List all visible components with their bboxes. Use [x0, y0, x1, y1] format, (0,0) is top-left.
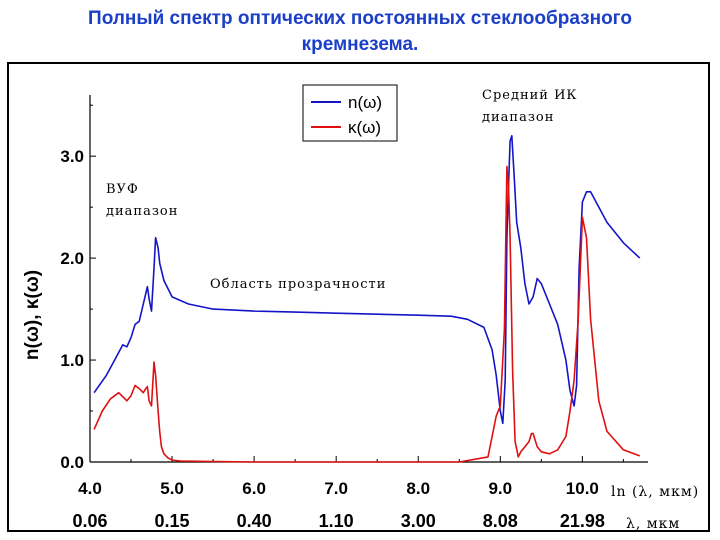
chart-frame	[7, 62, 710, 532]
y-tick-label: 2.0	[60, 249, 84, 268]
x-axis-label-secondary: λ, мкм	[626, 516, 680, 532]
x-tick-label: 8.0	[406, 479, 430, 498]
x-secondary-tick-label: 3.00	[401, 511, 436, 531]
y-tick-label: 1.0	[60, 351, 84, 370]
y-tick-label: 3.0	[60, 147, 84, 166]
annotation-vuv: ВУФ	[106, 182, 139, 197]
x-secondary-tick-label: 0.06	[72, 511, 107, 531]
x-tick-label: 5.0	[160, 479, 184, 498]
x-tick-label: 10.0	[566, 479, 599, 498]
legend: n(ω) κ(ω)	[302, 84, 398, 142]
annotation-vuv-range: диапазон	[106, 204, 178, 219]
x-secondary-tick-label: 0.15	[155, 511, 190, 531]
x-tick-label: 9.0	[488, 479, 512, 498]
x-secondary-tick-label: 21.98	[560, 511, 605, 531]
y-tick-label: 0.0	[60, 453, 84, 472]
y-axis-label: n(ω), κ(ω)	[22, 270, 43, 360]
annotation-mid-ir-range: диапазон	[482, 110, 554, 125]
x-tick-label: 6.0	[242, 479, 266, 498]
x-axis-label-primary: ln (λ, мкм)	[611, 484, 699, 500]
series-k-line	[93, 165, 641, 463]
x-secondary-tick-label: 0.40	[237, 511, 272, 531]
y-tick-labels: 0.0 1.0 2.0 3.0	[60, 147, 84, 472]
annotation-mid-ir: Средний ИК	[482, 88, 578, 103]
x-tick-labels: 4.0 5.0 6.0 7.0 8.0 9.0 10.0	[78, 479, 599, 498]
title-line-2: кремнезема.	[301, 34, 419, 55]
title-line-1: Полный спектр оптических постоянных стек…	[88, 8, 632, 29]
annotation-transparency: Область прозрачности	[210, 277, 386, 292]
x-tick-label: 4.0	[78, 479, 102, 498]
x-tick-label: 7.0	[324, 479, 348, 498]
x-secondary-tick-label: 1.10	[319, 511, 354, 531]
page-title: Полный спектр оптических постоянных стек…	[0, 6, 720, 58]
series-lines	[93, 135, 641, 463]
x-secondary-tick-label: 8.08	[483, 511, 518, 531]
legend-n-label: n(ω)	[348, 93, 382, 112]
legend-k-label: κ(ω)	[348, 118, 381, 137]
legend-box	[302, 84, 398, 142]
x-secondary-tick-labels: 0.06 0.15 0.40 1.10 3.00 8.08 21.98	[72, 511, 604, 531]
